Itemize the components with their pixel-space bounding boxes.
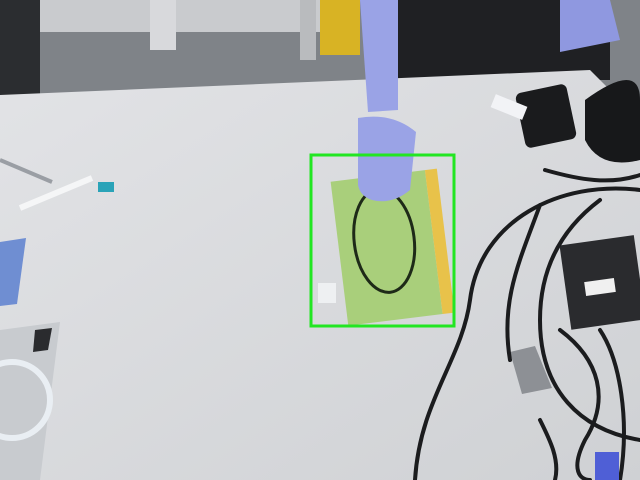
paper-scrap — [318, 283, 336, 303]
blue-connector — [595, 452, 619, 480]
adapter-label — [584, 277, 616, 297]
glove-sleeve-right — [560, 0, 620, 52]
cable-3 — [558, 328, 601, 480]
pen — [0, 158, 53, 184]
book-spine — [424, 168, 455, 315]
cable-5 — [543, 168, 640, 183]
dark-chair — [0, 0, 40, 95]
cable-7 — [538, 418, 559, 480]
table-surface — [0, 70, 640, 480]
cable-4 — [505, 203, 542, 362]
cables — [413, 168, 640, 480]
tube-box — [490, 94, 528, 120]
headphones — [585, 80, 640, 163]
device-screen — [33, 328, 52, 352]
metal-bracket — [510, 346, 552, 394]
phone — [515, 84, 577, 148]
shelf-leg-right — [300, 0, 316, 60]
glove-hand — [358, 116, 416, 202]
cable-1 — [413, 186, 640, 480]
cable-coil — [0, 359, 53, 441]
glove-arm — [360, 0, 398, 112]
ruler — [18, 175, 94, 211]
yellow-object — [320, 0, 360, 55]
detection-box — [309, 153, 456, 328]
cable-6 — [598, 328, 626, 480]
blue-pad — [0, 238, 26, 306]
small-teal-part — [98, 182, 114, 192]
shelf-leg — [150, 0, 176, 50]
